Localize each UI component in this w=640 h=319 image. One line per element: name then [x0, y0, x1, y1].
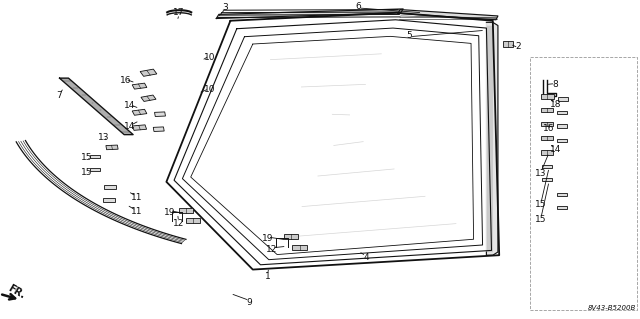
Polygon shape: [503, 41, 513, 47]
Polygon shape: [541, 108, 553, 112]
Text: 15: 15: [81, 153, 92, 162]
Text: 8: 8: [553, 80, 558, 89]
Polygon shape: [179, 208, 193, 213]
Text: 15: 15: [81, 168, 92, 177]
Text: 2: 2: [516, 42, 521, 51]
Polygon shape: [284, 234, 298, 239]
Polygon shape: [104, 184, 116, 189]
Polygon shape: [103, 198, 115, 202]
Polygon shape: [543, 165, 552, 168]
Polygon shape: [543, 177, 552, 181]
Polygon shape: [132, 109, 147, 115]
Text: 5: 5: [407, 31, 412, 40]
Text: 15: 15: [535, 215, 547, 224]
Text: 8V43-B5200B: 8V43-B5200B: [588, 305, 636, 311]
Text: 18: 18: [550, 100, 561, 109]
Text: 4: 4: [364, 253, 369, 262]
Polygon shape: [153, 127, 164, 131]
Polygon shape: [541, 151, 553, 154]
Text: 10: 10: [204, 85, 215, 94]
Text: 6: 6: [356, 2, 361, 11]
Text: 3: 3: [223, 3, 228, 11]
Text: 16: 16: [120, 76, 131, 85]
Text: 9: 9: [247, 298, 252, 307]
Polygon shape: [541, 122, 553, 126]
Polygon shape: [141, 95, 156, 101]
Text: 14: 14: [124, 122, 136, 131]
Text: 13: 13: [98, 133, 109, 142]
Text: FR.: FR.: [6, 283, 26, 301]
Text: 14: 14: [124, 101, 136, 110]
Text: 12: 12: [266, 245, 278, 254]
Polygon shape: [557, 206, 567, 209]
Text: 1: 1: [265, 272, 270, 281]
Text: 19: 19: [164, 208, 175, 217]
Polygon shape: [154, 112, 166, 116]
Polygon shape: [216, 9, 403, 19]
Polygon shape: [90, 168, 100, 172]
Text: 15: 15: [535, 200, 547, 209]
Polygon shape: [106, 145, 118, 150]
Polygon shape: [541, 136, 553, 140]
Text: 7: 7: [57, 91, 62, 100]
Polygon shape: [486, 22, 498, 255]
Text: 11: 11: [131, 207, 142, 216]
Polygon shape: [557, 124, 567, 128]
Text: 11: 11: [131, 193, 142, 202]
Polygon shape: [292, 244, 307, 250]
Polygon shape: [559, 97, 568, 101]
Text: 10: 10: [204, 53, 215, 62]
Polygon shape: [186, 218, 200, 223]
Polygon shape: [132, 83, 147, 89]
Polygon shape: [557, 111, 567, 114]
Polygon shape: [132, 125, 147, 130]
Polygon shape: [90, 155, 100, 158]
Text: 12: 12: [173, 219, 184, 228]
Text: 19: 19: [262, 234, 273, 243]
Polygon shape: [140, 69, 157, 76]
Text: 16: 16: [543, 124, 555, 133]
Polygon shape: [60, 78, 133, 135]
Polygon shape: [541, 94, 554, 99]
Polygon shape: [398, 10, 498, 20]
Text: 14: 14: [550, 145, 561, 154]
Text: 17: 17: [173, 8, 185, 17]
Polygon shape: [557, 193, 567, 196]
Text: 13: 13: [535, 169, 547, 178]
Polygon shape: [557, 138, 567, 142]
